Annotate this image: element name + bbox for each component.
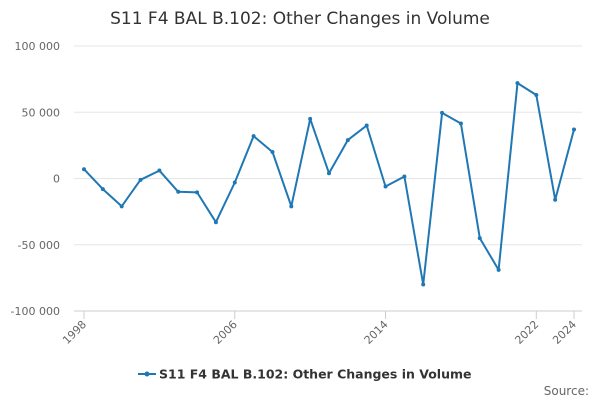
data-point[interactable] (553, 197, 558, 202)
data-point[interactable] (572, 127, 576, 132)
y-tick-label: 100 000 (15, 40, 61, 53)
data-point[interactable] (364, 123, 369, 128)
data-point[interactable] (458, 121, 463, 126)
y-tick-label: -100 000 (11, 305, 60, 318)
data-point[interactable] (82, 167, 86, 172)
gridlines (74, 45, 582, 246)
data-point[interactable] (270, 150, 275, 154)
data-point[interactable] (402, 174, 407, 179)
x-tick-label: 2014 (362, 318, 391, 347)
y-axis-ticks: 100 000 50 000 0 -50 000 -100 000 (11, 40, 60, 318)
source-label: Source: (544, 384, 589, 398)
x-tick-label: 2024 (550, 318, 579, 347)
data-point[interactable] (534, 93, 539, 98)
data-point[interactable] (477, 236, 482, 241)
data-point[interactable] (176, 189, 181, 194)
y-tick-label: 0 (53, 173, 60, 186)
data-point[interactable] (289, 204, 294, 209)
chart-title: S11 F4 BAL B.102: Other Changes in Volum… (110, 9, 490, 29)
series-group (82, 81, 576, 287)
data-point[interactable] (251, 134, 256, 139)
y-tick-label: 50 000 (22, 106, 61, 119)
x-tick-label: 2006 (211, 318, 240, 347)
data-point[interactable] (440, 110, 445, 115)
data-point[interactable] (119, 204, 124, 209)
x-tick-label: 1998 (60, 318, 89, 347)
data-point[interactable] (213, 220, 218, 225)
data-point[interactable] (327, 171, 331, 176)
data-point[interactable] (421, 282, 426, 287)
data-point[interactable] (100, 187, 105, 192)
data-point[interactable] (232, 180, 237, 185)
legend-point-marker (144, 371, 150, 377)
data-point[interactable] (138, 177, 143, 182)
data-point[interactable] (383, 184, 388, 189)
data-point[interactable] (345, 138, 350, 143)
x-axis: 1998 2006 2014 2022 2024 (60, 310, 582, 347)
x-tick-label: 2022 (512, 318, 541, 347)
data-point[interactable] (195, 190, 200, 195)
data-point[interactable] (496, 267, 501, 272)
data-point[interactable] (515, 81, 520, 86)
legend[interactable]: S11 F4 BAL B.102: Other Changes in Volum… (138, 367, 472, 382)
legend-label: S11 F4 BAL B.102: Other Changes in Volum… (159, 367, 472, 382)
y-tick-label: -50 000 (18, 239, 60, 252)
series-line (83, 82, 575, 286)
data-point[interactable] (157, 168, 162, 173)
data-point[interactable] (308, 116, 313, 121)
